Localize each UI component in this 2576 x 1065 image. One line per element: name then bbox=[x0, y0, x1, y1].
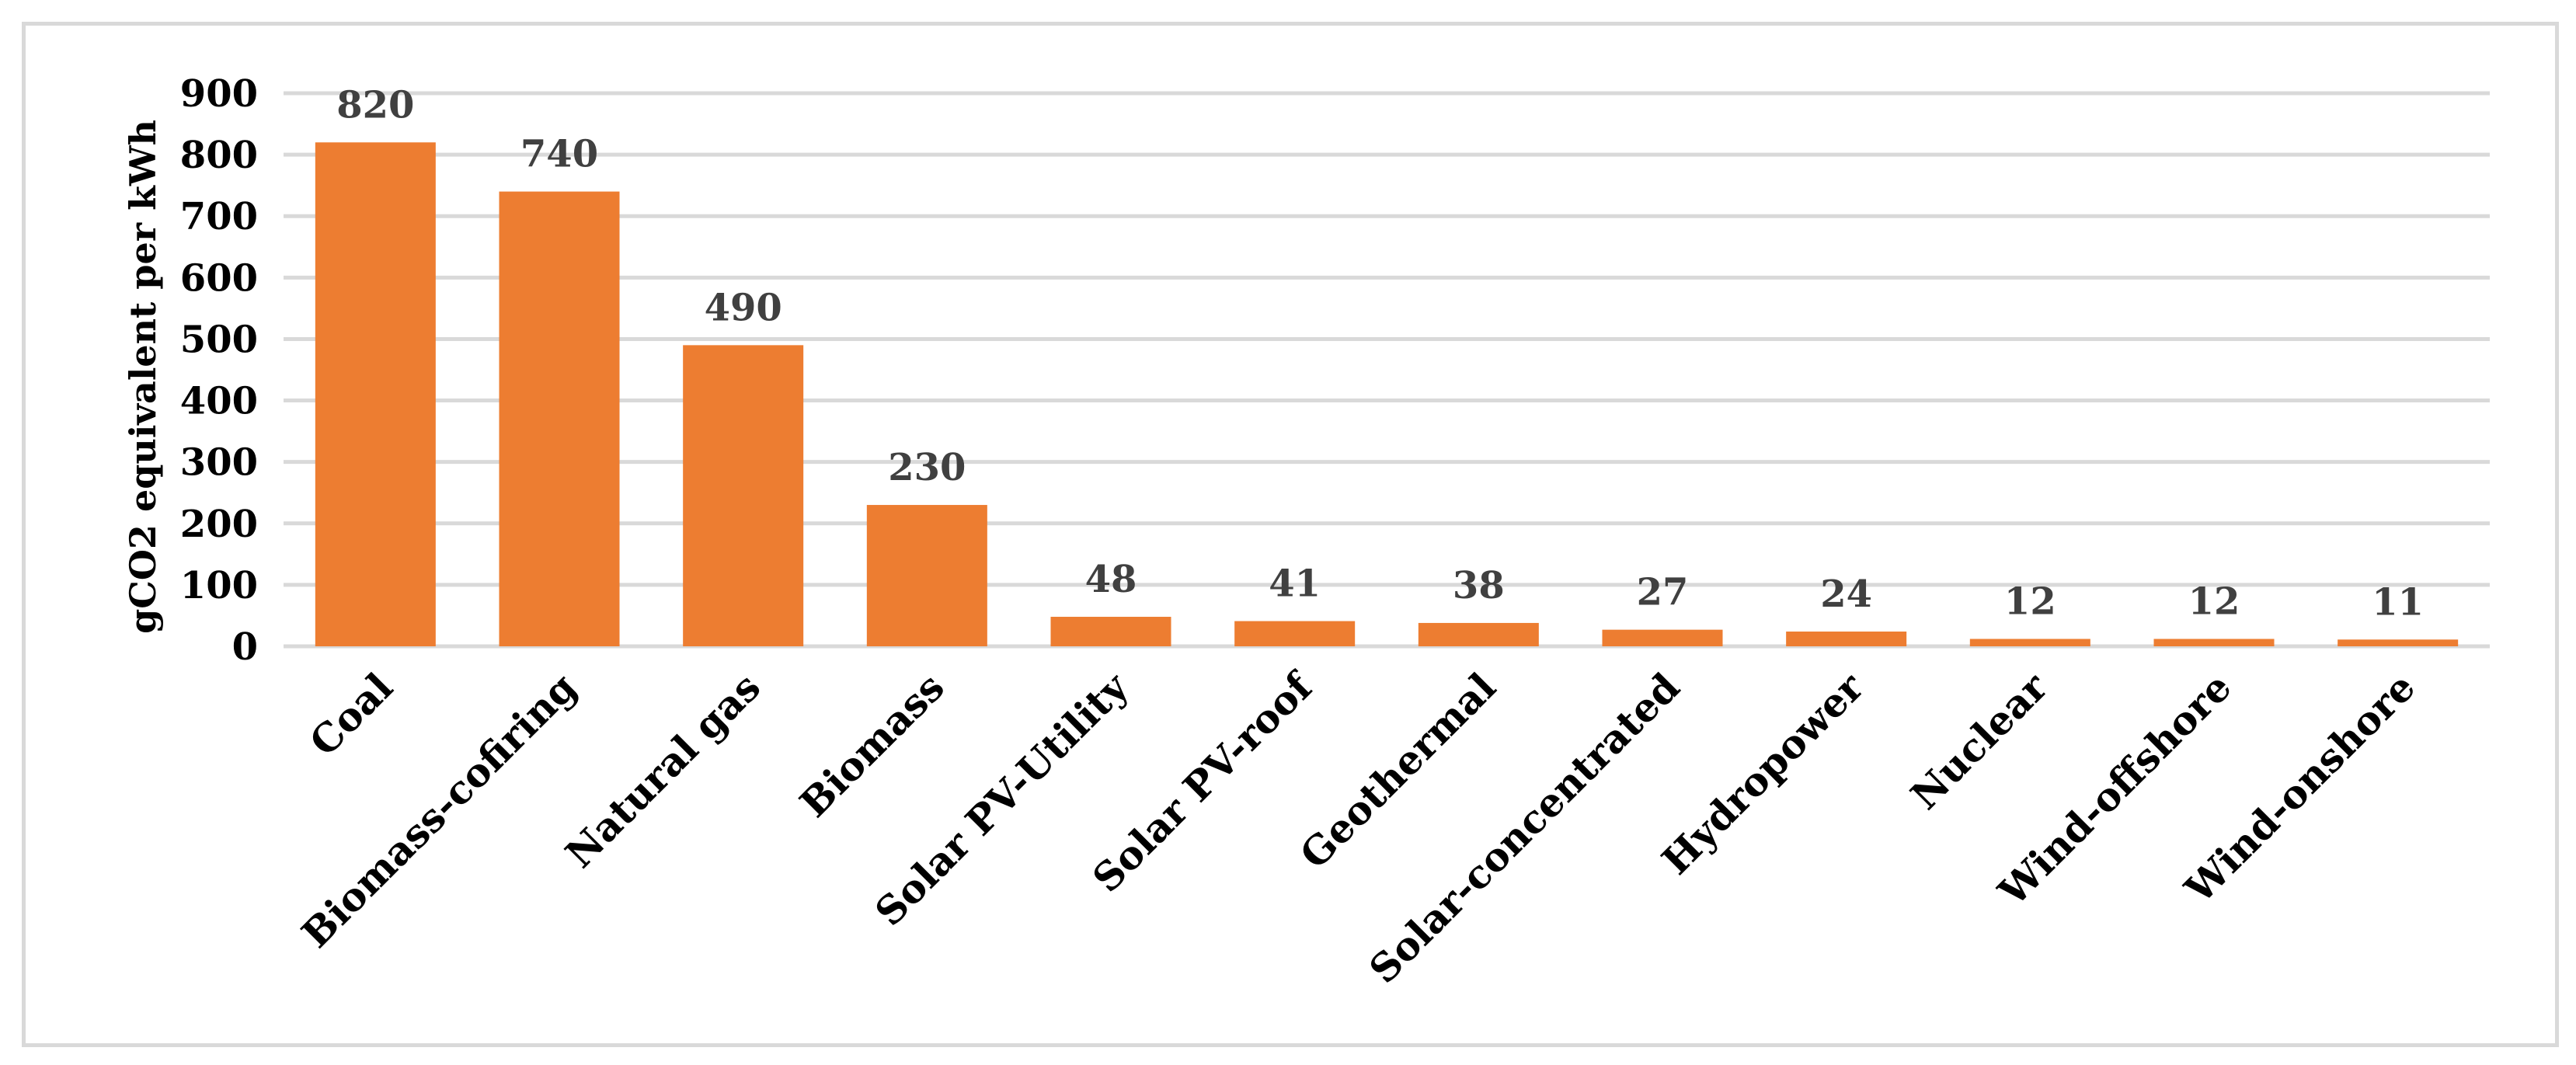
data-label: 24 bbox=[1820, 573, 1872, 616]
bar-hydropower bbox=[1786, 632, 1907, 646]
bar-solar-pv-roof bbox=[1234, 621, 1356, 646]
y-tick-label: 0 bbox=[232, 625, 258, 669]
category-label: Solar-concentrated bbox=[1360, 664, 1688, 992]
data-label: 38 bbox=[1453, 564, 1505, 607]
bar-nuclear bbox=[1969, 639, 2090, 646]
y-tick-label: 100 bbox=[180, 564, 258, 607]
chart-frame bbox=[22, 22, 2559, 1047]
bar-solar-concentrated bbox=[1602, 629, 1723, 646]
data-label: 12 bbox=[2004, 580, 2056, 624]
bars bbox=[315, 142, 2459, 647]
category-label: Geothermal bbox=[1291, 664, 1505, 878]
bar-wind-offshore bbox=[2153, 639, 2275, 646]
category-label: Nuclear bbox=[1902, 663, 2056, 818]
y-tick-label: 600 bbox=[180, 256, 258, 300]
data-label: 12 bbox=[2188, 580, 2240, 624]
y-tick-label: 800 bbox=[180, 134, 258, 177]
bar-geothermal bbox=[1418, 622, 1539, 646]
y-tick-label: 500 bbox=[180, 318, 258, 361]
data-label: 27 bbox=[1637, 571, 1689, 614]
y-tick-label: 200 bbox=[180, 503, 258, 546]
category-label: Natural gas bbox=[556, 664, 769, 877]
category-label: Biomass bbox=[791, 664, 953, 827]
bar-biomass bbox=[866, 505, 987, 646]
bar-natural-gas bbox=[683, 345, 804, 646]
y-axis-tick-labels: 0 100 200 300 400 500 600 700 800 900 bbox=[180, 72, 258, 669]
data-label: 48 bbox=[1085, 558, 1137, 601]
data-label: 230 bbox=[888, 446, 966, 489]
category-label: Coal bbox=[301, 664, 402, 765]
data-label: 41 bbox=[1269, 562, 1321, 606]
data-label: 740 bbox=[520, 133, 598, 176]
y-tick-label: 700 bbox=[180, 195, 258, 238]
data-label: 820 bbox=[336, 83, 414, 127]
bar-wind-onshore bbox=[2338, 639, 2459, 646]
data-label: 490 bbox=[705, 286, 782, 329]
bar-biomass-cofiring bbox=[499, 191, 620, 647]
y-tick-label: 400 bbox=[180, 380, 258, 423]
y-tick-label: 900 bbox=[180, 72, 258, 116]
data-labels: 820 740 490 230 48 41 38 27 24 12 12 11 bbox=[336, 83, 2424, 624]
bar-solar-pv-utility bbox=[1050, 617, 1171, 646]
y-axis-title: gCO2 equivalent per kWh bbox=[122, 120, 164, 634]
data-label: 11 bbox=[2372, 580, 2424, 624]
bar-coal bbox=[315, 142, 436, 647]
gridlines bbox=[284, 91, 2490, 649]
y-tick-label: 300 bbox=[180, 441, 258, 485]
